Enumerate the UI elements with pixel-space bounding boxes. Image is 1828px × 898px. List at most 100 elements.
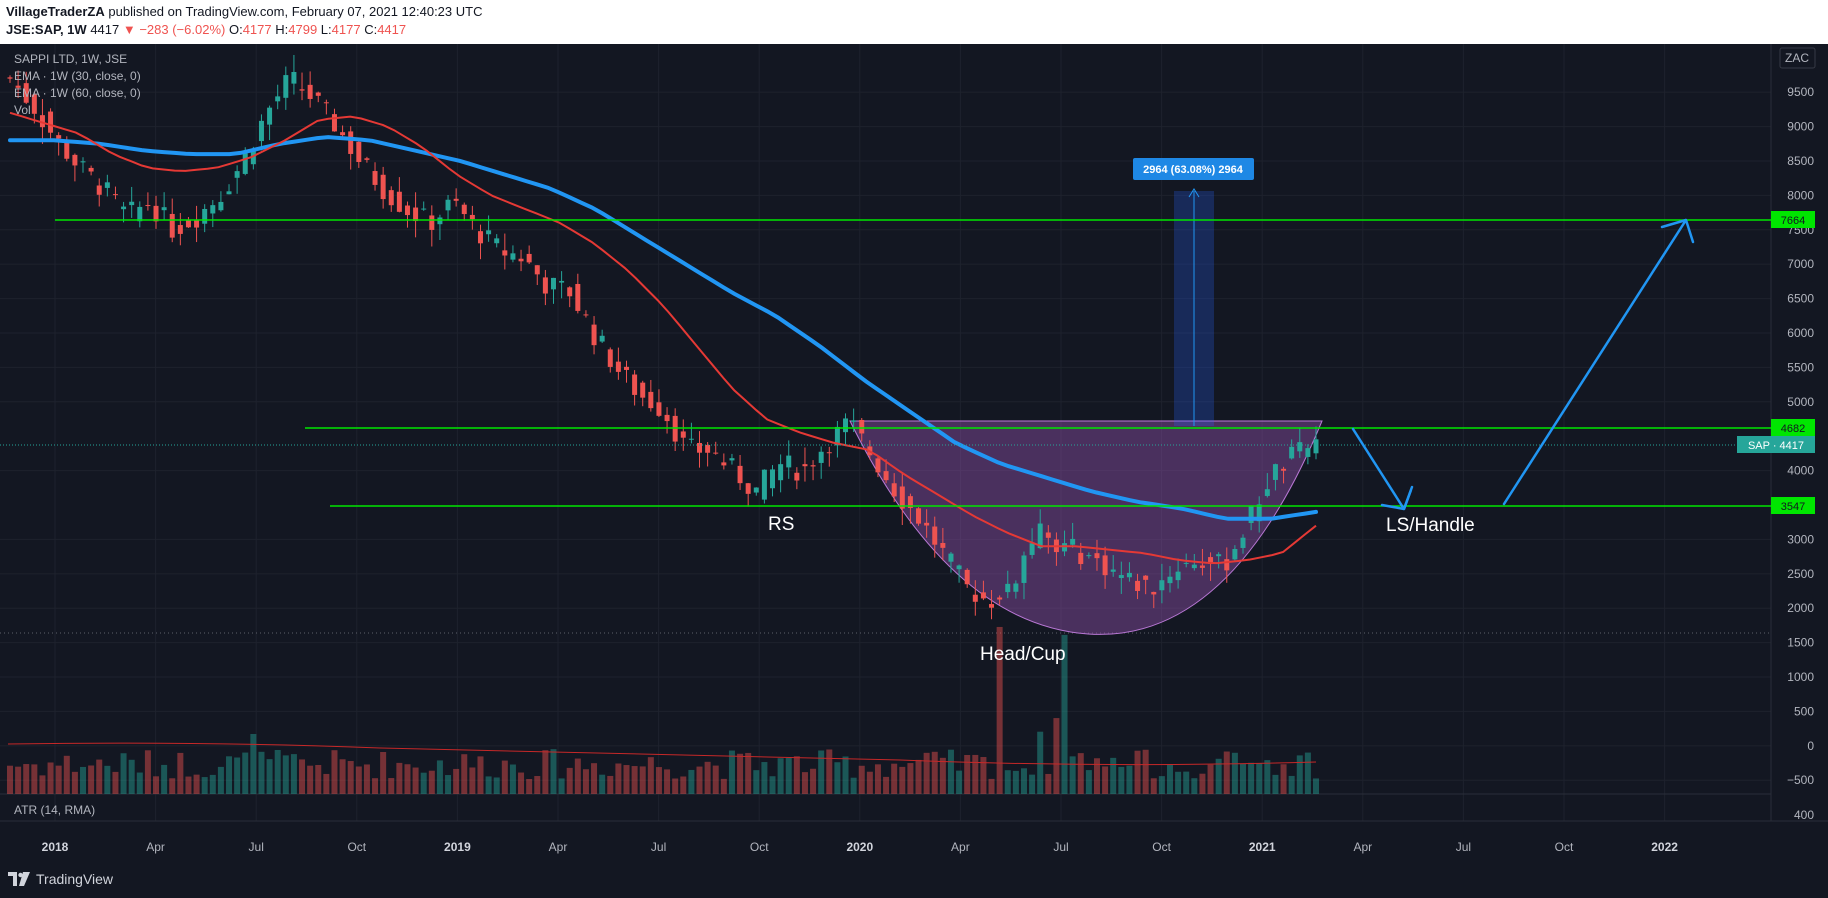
candle-body [1216,554,1222,557]
volume-bar [177,752,184,794]
volume-bar [753,770,760,794]
candle-body [940,542,946,548]
candle-body [859,419,865,434]
volume-bar [980,757,987,794]
annotation-rs[interactable]: RS [768,514,794,535]
candle-body [348,131,354,154]
volume-bar [217,766,224,794]
candle-body [688,438,694,440]
candle-body [615,361,621,372]
candle-body [1143,575,1149,580]
time-axis[interactable]: 2018 Apr Jul Oct 2019 Apr Jul Oct 2020 Apr Jul Oct 2… [42,840,1679,854]
candle-body [372,171,378,185]
time-tick-label: Oct [750,840,769,854]
volume-bar [582,769,589,794]
price-range-measure[interactable]: 2964 (63.08%) 2964 [1133,158,1254,426]
volume-bar [891,763,898,794]
volume-bar [469,767,476,794]
high-value: 4799 [288,22,318,37]
candle-body [1045,532,1051,538]
volume-bar [834,762,841,794]
time-tick-label: Apr [1353,840,1372,854]
legend-vol[interactable]: Vol [14,103,31,117]
candle-body [648,391,654,409]
candle-body [1248,505,1254,524]
legend-title[interactable]: SAPPI LTD, 1W, JSE [14,52,127,66]
candle-body [1159,580,1165,591]
candle-body [396,191,402,212]
price-chart[interactable]: 2964 (63.08%) 2964 RS Head/Cup LS/Handle… [0,44,1828,865]
volume-bar [793,756,800,794]
annotation-ls-handle[interactable]: LS/Handle [1386,515,1475,536]
volume-bar [615,763,622,794]
legend-atr[interactable]: ATR (14, RMA) [14,803,95,817]
candle-body [121,206,127,210]
candle-body [567,287,573,297]
volume-bar [688,769,695,794]
volume-bar [1029,774,1036,794]
candle-body [510,253,516,260]
candle-body [907,496,913,508]
projection-arrows[interactable] [1351,218,1695,511]
open-value: 4177 [242,22,272,37]
volume-bar [720,778,727,794]
time-tick-label: Oct [1555,840,1574,854]
published-text: published on TradingView.com, February 0… [108,4,483,19]
volume-bar [169,778,176,794]
candle-body [1256,504,1262,522]
candle-body [802,464,808,467]
price-tick-label: 9000 [1787,120,1814,134]
legend-ema60[interactable]: EMA · 1W (60, close, 0) [14,86,141,100]
candle-body [185,219,191,228]
volume-bar [485,776,492,794]
candle-body [721,462,727,466]
annotation-head-cup[interactable]: Head/Cup [980,644,1066,665]
volume-bar [274,749,281,794]
candle-body [202,208,208,224]
candle-body [1281,468,1287,471]
volume-bar [201,777,208,794]
volume-bar [947,749,954,794]
volume-bar [436,760,443,794]
measure-label-box [1133,158,1254,180]
volume-bar [1231,752,1238,794]
price-tick-label: 1500 [1787,636,1814,650]
volume-bar [696,766,703,794]
close-label: C: [364,22,378,37]
price-axis[interactable]: 9500900085008000750070006500600055005000… [1787,85,1814,787]
candle-body [972,594,978,602]
legend-ema30[interactable]: EMA · 1W (30, close, 0) [14,69,141,83]
author-name[interactable]: VillageTraderZA [6,4,105,19]
candle-body [518,258,524,262]
volume-bar [712,765,719,794]
time-tick-label: Jul [1456,840,1471,854]
volume-bar [242,752,249,794]
tag-7664: 7664 [1781,215,1805,227]
candle-body [980,592,986,599]
volume-bar [1142,749,1149,794]
candle-body [1151,591,1157,595]
candle-body [1078,552,1084,565]
time-tick-label: 2022 [1651,840,1678,854]
candle-body [129,201,135,206]
volume-bar [161,764,168,794]
candle-body [843,418,849,433]
candle-body [48,111,54,133]
currency-button[interactable] [1779,47,1816,69]
volume-bar [972,754,979,794]
candle-body [1183,562,1189,564]
candle-body [770,469,776,489]
time-tick-label: Jul [651,840,666,854]
candle-body [1029,543,1035,555]
volume-bar [493,777,500,794]
candle-body [794,472,800,481]
volume-bar [404,764,411,794]
candle-body [429,215,435,230]
volume-bar [518,772,525,794]
chart-background [0,44,1828,865]
grid [0,44,1771,821]
arrow-tip [1402,489,1413,510]
volume-bar [1239,763,1246,794]
volume-bar [266,759,273,794]
tradingview-brand[interactable]: TradingView [8,871,113,887]
